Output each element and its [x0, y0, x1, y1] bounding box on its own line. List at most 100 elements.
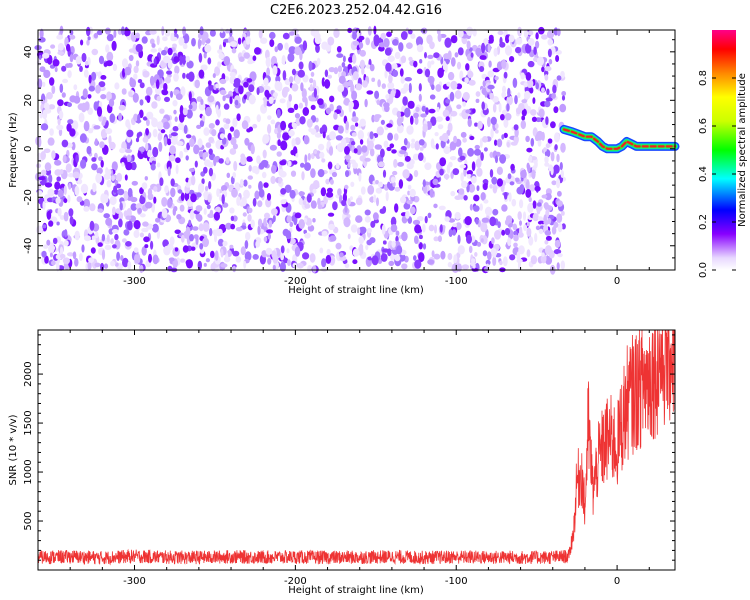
noise-dot [262, 134, 270, 144]
noise-dot [256, 87, 260, 95]
noise-dot [232, 265, 237, 273]
noise-dot [153, 196, 157, 204]
noise-dot [272, 92, 278, 98]
noise-dot [351, 99, 360, 110]
noise-dot [352, 54, 357, 64]
noise-dot [264, 89, 270, 98]
noise-dot [424, 162, 432, 171]
noise-dot [111, 229, 119, 234]
noise-dot [475, 98, 480, 103]
noise-dot [303, 135, 310, 145]
noise-dot [329, 235, 337, 242]
noise-dot [48, 104, 56, 110]
noise-dot [280, 245, 285, 254]
noise-dot [395, 235, 399, 243]
noise-dot [256, 114, 261, 123]
noise-dot [176, 141, 184, 146]
noise-dot [535, 225, 541, 231]
noise-dot [529, 87, 534, 94]
noise-dot [414, 259, 422, 269]
noise-dot [83, 69, 89, 78]
noise-dot [424, 215, 428, 224]
noise-dot [364, 98, 368, 108]
noise-dot [235, 256, 242, 263]
noise-dot [125, 241, 132, 247]
noise-dot [498, 102, 502, 113]
noise-dot [329, 95, 335, 103]
noise-dot [400, 196, 407, 204]
noise-dot [65, 163, 72, 173]
noise-dot [112, 63, 118, 71]
noise-dot [501, 229, 506, 236]
noise-dot [121, 238, 127, 243]
noise-dot [343, 81, 351, 87]
noise-dot [213, 156, 217, 167]
noise-dot [545, 143, 551, 149]
noise-dot [229, 207, 235, 214]
noise-dot [100, 75, 107, 80]
noise-dot [474, 144, 480, 150]
snr-x-ticks: -300 -200 -100 0 [37, 330, 650, 587]
noise-dot [42, 224, 47, 229]
noise-dot [396, 117, 402, 127]
noise-dot [67, 62, 73, 68]
noise-dot [517, 26, 522, 37]
noise-dot [441, 132, 449, 142]
noise-dot [197, 260, 202, 270]
noise-dot [153, 58, 157, 66]
noise-dot [205, 258, 210, 263]
noise-dot [126, 129, 134, 138]
noise-dot [199, 26, 204, 36]
noise-dot [345, 170, 350, 178]
noise-dot [394, 51, 401, 60]
noise-dot [101, 249, 106, 260]
noise-dot [139, 264, 144, 274]
x-tick-label: 0 [614, 276, 620, 287]
noise-dot [502, 85, 506, 94]
noise-dot [407, 100, 415, 109]
noise-dot [43, 102, 50, 112]
noise-dot [320, 187, 327, 197]
noise-dot [269, 39, 275, 48]
noise-dot [525, 43, 532, 54]
noise-dot [400, 55, 407, 64]
noise-dot [233, 129, 240, 139]
noise-dot [198, 223, 204, 232]
noise-dot [408, 82, 412, 94]
noise-dot [161, 197, 168, 207]
noise-dot [416, 68, 423, 75]
noise-dot [276, 132, 281, 139]
noise-dot [512, 223, 517, 230]
noise-dot [381, 224, 386, 235]
noise-dot [420, 28, 426, 33]
noise-dot [394, 203, 399, 213]
noise-dot [39, 28, 44, 39]
noise-dot [337, 125, 344, 134]
noise-dot [230, 215, 235, 221]
noise-dot [271, 208, 278, 216]
noise-dot [550, 121, 556, 129]
noise-dot [163, 121, 170, 130]
noise-dot [317, 98, 324, 106]
noise-dot [166, 70, 173, 75]
noise-dot [268, 96, 274, 105]
noise-dot [313, 88, 317, 98]
noise-dot [161, 26, 165, 36]
noise-dot [130, 31, 137, 42]
noise-dot [494, 230, 502, 240]
noise-dot [350, 181, 355, 187]
noise-dot [43, 148, 51, 154]
noise-dot [410, 33, 416, 39]
noise-dot [270, 119, 276, 125]
noise-dot [122, 68, 126, 78]
noise-dot [195, 205, 203, 212]
noise-dot [252, 123, 258, 129]
noise-dot [398, 42, 404, 52]
noise-dot [380, 148, 385, 158]
noise-dot [206, 204, 211, 210]
noise-dot [329, 168, 333, 175]
noise-dot [351, 132, 357, 137]
noise-dot [513, 242, 518, 248]
noise-dot [389, 143, 395, 149]
